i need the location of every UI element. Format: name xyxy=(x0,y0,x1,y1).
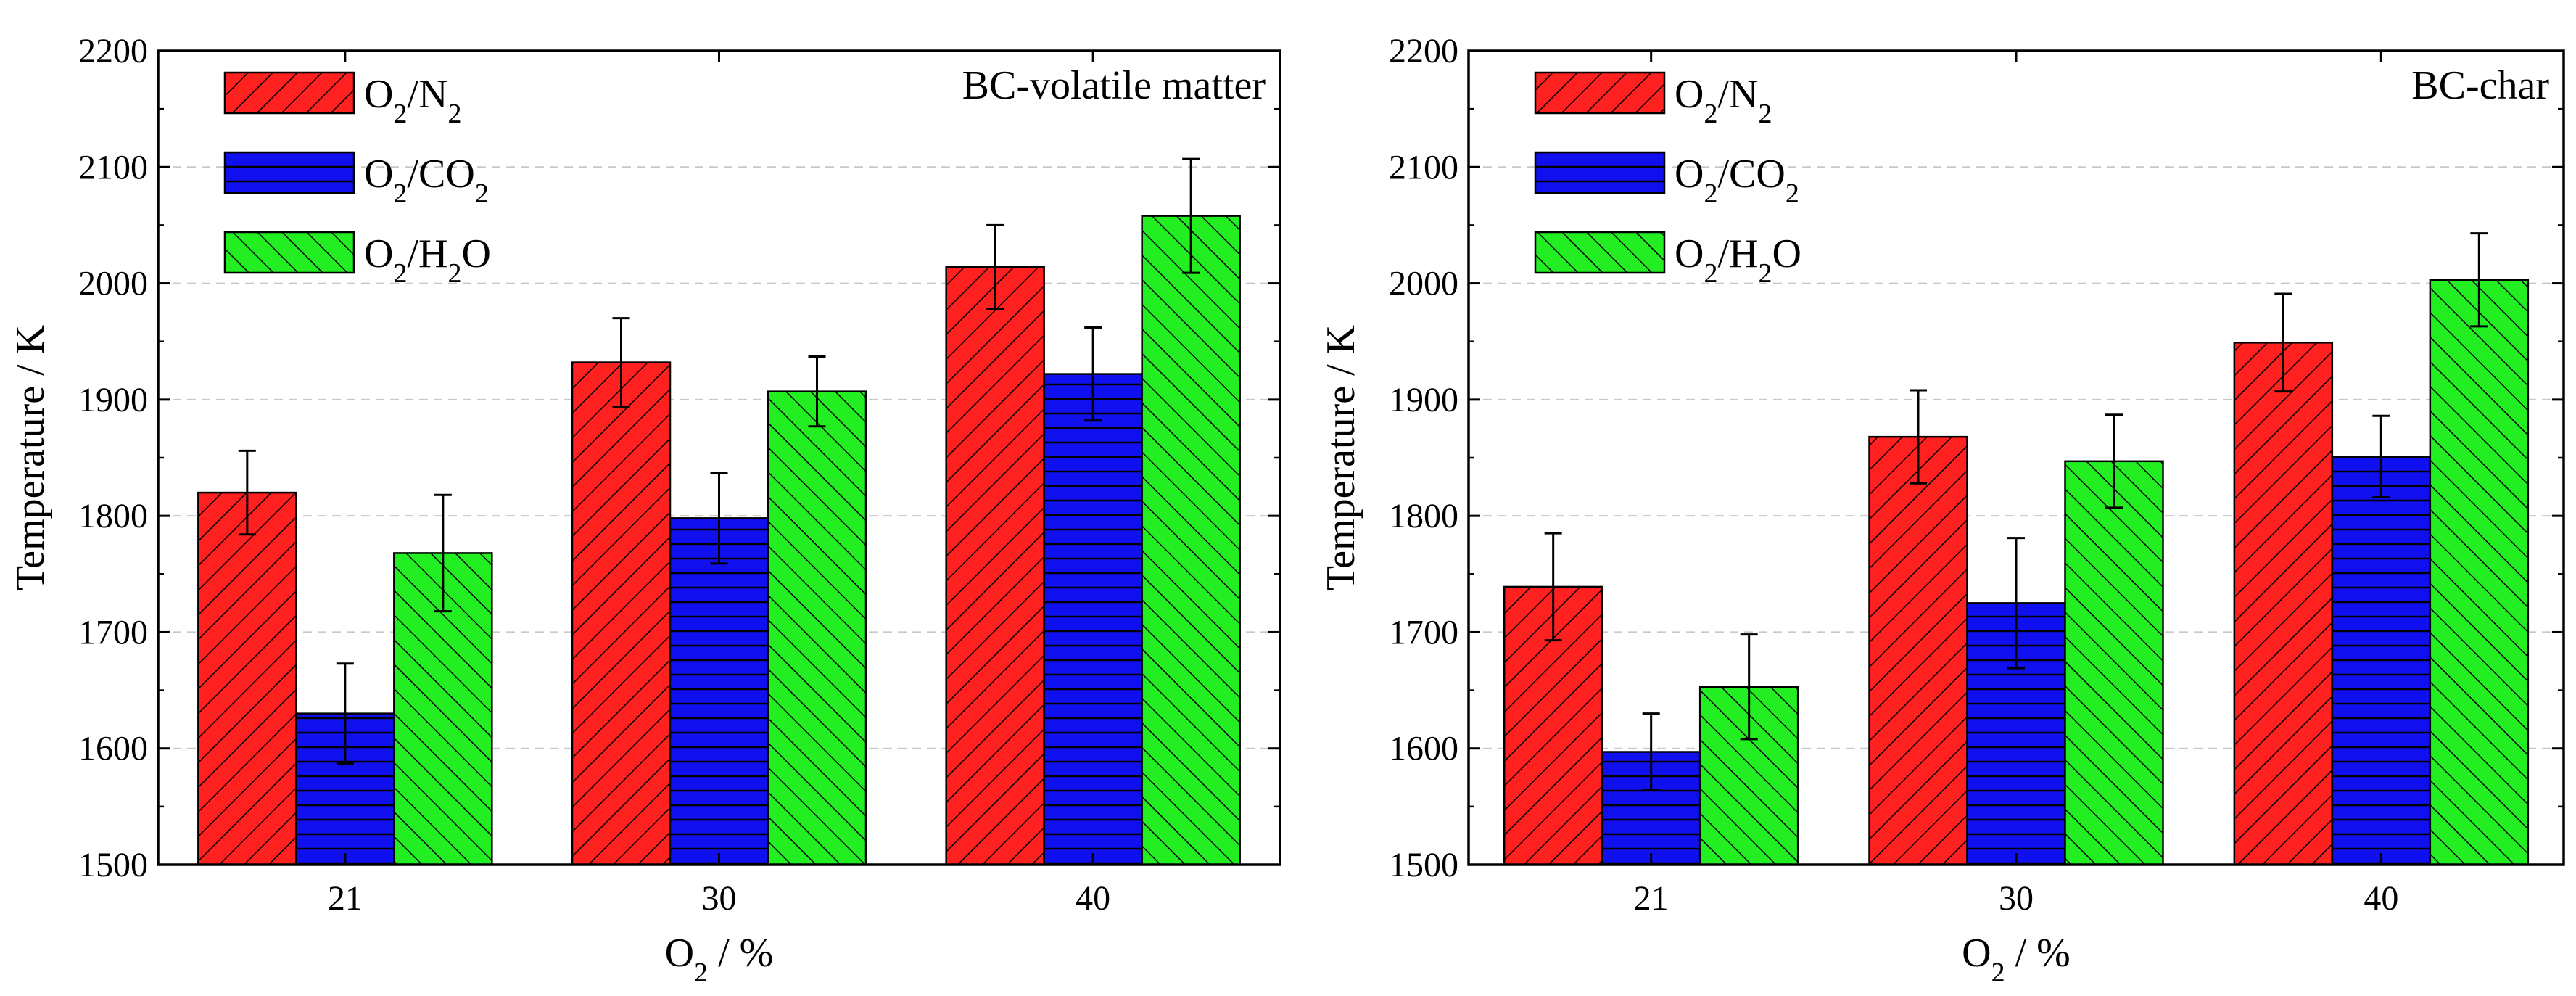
error-bar xyxy=(986,223,1004,310)
y-tick-label: 1900 xyxy=(78,381,148,419)
error-bar xyxy=(1084,326,1102,422)
error-bar xyxy=(336,662,354,765)
panel-label: BC-volatile matter xyxy=(962,63,1266,108)
y-tick-label: 2200 xyxy=(78,32,148,70)
legend-swatch xyxy=(1534,71,1666,115)
y-tick-label: 2100 xyxy=(78,148,148,186)
error-bar xyxy=(1544,532,1562,642)
y-tick-label: 1600 xyxy=(1389,730,1458,768)
error-bar xyxy=(2470,232,2488,328)
y-tick-label: 1700 xyxy=(1389,613,1458,651)
error-bar xyxy=(2372,414,2390,498)
y-tick-label: 2200 xyxy=(1389,32,1458,70)
legend-label: O2/CO2 xyxy=(1675,152,1799,209)
y-axis-title: Temperature / K xyxy=(8,325,53,590)
y-tick-label: 1600 xyxy=(78,730,148,768)
error-bar xyxy=(1910,389,1927,485)
legend-swatch xyxy=(223,71,355,115)
bar-O2-N2-30 xyxy=(571,361,672,866)
y-axis-title: Temperature / K xyxy=(1318,325,1363,590)
legend-label: O2/N2 xyxy=(1675,72,1772,129)
bar-O2-CO2-30 xyxy=(669,517,769,866)
y-tick-label: 1800 xyxy=(78,497,148,535)
y-tick-label: 1900 xyxy=(1389,381,1458,419)
bar-O2-N2-40 xyxy=(2233,342,2334,866)
error-bar xyxy=(2007,537,2025,670)
legend-label: O2/H2O xyxy=(364,231,491,289)
bar-O2-N2-21 xyxy=(197,491,297,866)
x-tick-label: 40 xyxy=(1076,879,1110,918)
legend-label: O2/H2O xyxy=(1675,231,1801,289)
x-tick-label: 21 xyxy=(1634,879,1669,918)
y-tick-label: 1500 xyxy=(1389,846,1458,884)
bar-O2-H2O-30 xyxy=(767,390,867,866)
x-axis-title: O2 / % xyxy=(1962,931,2071,988)
x-axis-title: O2 / % xyxy=(665,931,774,988)
bar-O2-CO2-40 xyxy=(2331,456,2432,866)
x-tick-label: 30 xyxy=(702,879,737,918)
error-bar xyxy=(612,317,630,408)
error-bar xyxy=(2274,292,2292,393)
error-bar xyxy=(710,472,728,565)
chart-panel-volatile-matter: 1500 1600 1700 1800 1900 2000 2100 2200 21 30 40 Te… xyxy=(8,32,1281,988)
x-tick-label: 40 xyxy=(2364,879,2398,918)
panel-label: BC-char xyxy=(2411,63,2549,108)
bar-O2-CO2-40 xyxy=(1043,373,1143,866)
x-tick-label: 30 xyxy=(1999,879,2034,918)
legend: O2/N2 O2/CO2 O2/H2O xyxy=(223,71,491,289)
error-bar xyxy=(238,449,256,536)
legend-swatch xyxy=(223,231,355,274)
y-tick-label: 1700 xyxy=(78,613,148,651)
legend-swatch xyxy=(1534,231,1666,274)
x-tick-label: 21 xyxy=(328,879,363,918)
y-tick-label: 2100 xyxy=(1389,148,1458,186)
legend-swatch xyxy=(223,151,355,194)
bar-O2-N2-40 xyxy=(945,266,1045,866)
y-tick-label: 1500 xyxy=(78,846,148,884)
y-tick-label: 2000 xyxy=(78,265,148,303)
error-bar xyxy=(808,355,826,428)
chart-panel-char: 1500 1600 1700 1800 1900 2000 2100 2200 21 30 40 Te… xyxy=(1318,32,2565,988)
bar-O2-H2O-40 xyxy=(2429,279,2530,866)
error-bar xyxy=(1740,633,1758,741)
error-bar xyxy=(434,493,452,613)
legend-label: O2/CO2 xyxy=(364,152,489,209)
legend: O2/N2 O2/CO2 O2/H2O xyxy=(1534,71,1801,289)
bar-O2-H2O-40 xyxy=(1141,215,1241,866)
bar-O2-H2O-30 xyxy=(2064,460,2164,866)
error-bar xyxy=(1182,157,1200,274)
legend-label: O2/N2 xyxy=(364,72,461,129)
error-bar xyxy=(1642,712,1660,791)
bar-O2-N2-30 xyxy=(1868,435,1968,866)
y-tick-label: 2000 xyxy=(1389,265,1458,303)
legend-swatch xyxy=(1534,151,1666,194)
error-bar xyxy=(2105,413,2123,509)
y-tick-label: 1800 xyxy=(1389,497,1458,535)
